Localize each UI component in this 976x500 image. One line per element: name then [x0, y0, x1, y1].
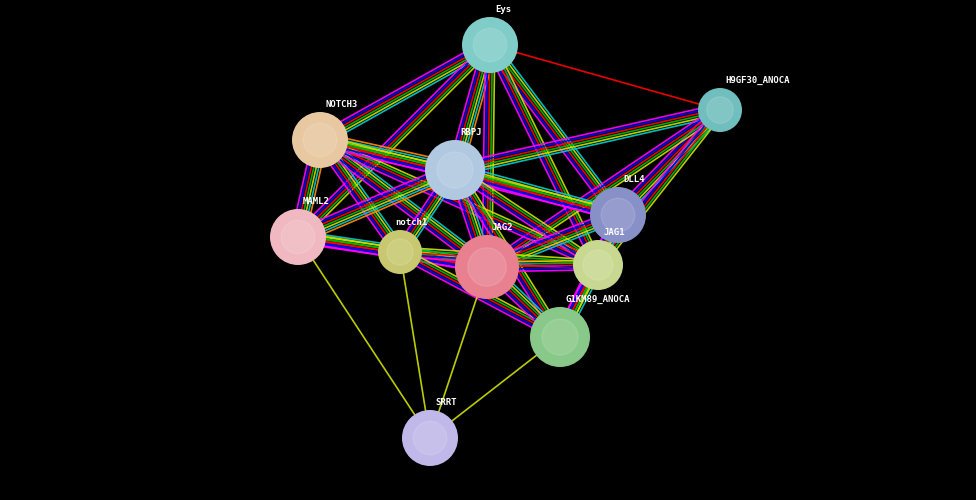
- Text: notch1: notch1: [395, 218, 427, 227]
- Text: SRRT: SRRT: [435, 398, 457, 407]
- Circle shape: [292, 112, 348, 168]
- Circle shape: [530, 307, 590, 367]
- Circle shape: [542, 319, 578, 355]
- Circle shape: [468, 248, 507, 286]
- Circle shape: [270, 209, 326, 265]
- Circle shape: [583, 250, 613, 280]
- Text: JAG1: JAG1: [603, 228, 625, 237]
- Circle shape: [590, 187, 646, 243]
- Circle shape: [386, 239, 413, 265]
- Text: G1KM89_ANOCA: G1KM89_ANOCA: [565, 295, 630, 304]
- Text: H9GF30_ANOCA: H9GF30_ANOCA: [725, 76, 790, 85]
- Circle shape: [698, 88, 742, 132]
- Circle shape: [281, 220, 315, 254]
- Circle shape: [402, 410, 458, 466]
- Circle shape: [601, 198, 634, 232]
- Circle shape: [413, 421, 447, 455]
- Text: DLL4: DLL4: [623, 175, 644, 184]
- Text: JAG2: JAG2: [492, 223, 513, 232]
- Circle shape: [304, 123, 337, 157]
- Circle shape: [455, 235, 519, 299]
- Text: NOTCH3: NOTCH3: [325, 100, 357, 109]
- Circle shape: [425, 140, 485, 200]
- Circle shape: [573, 240, 623, 290]
- Circle shape: [437, 152, 473, 188]
- Circle shape: [707, 97, 733, 123]
- Text: MAML2: MAML2: [303, 197, 330, 206]
- Circle shape: [462, 17, 518, 73]
- Circle shape: [378, 230, 422, 274]
- Text: RBPJ: RBPJ: [460, 128, 481, 137]
- Circle shape: [473, 28, 507, 62]
- Text: Eys: Eys: [495, 5, 511, 14]
